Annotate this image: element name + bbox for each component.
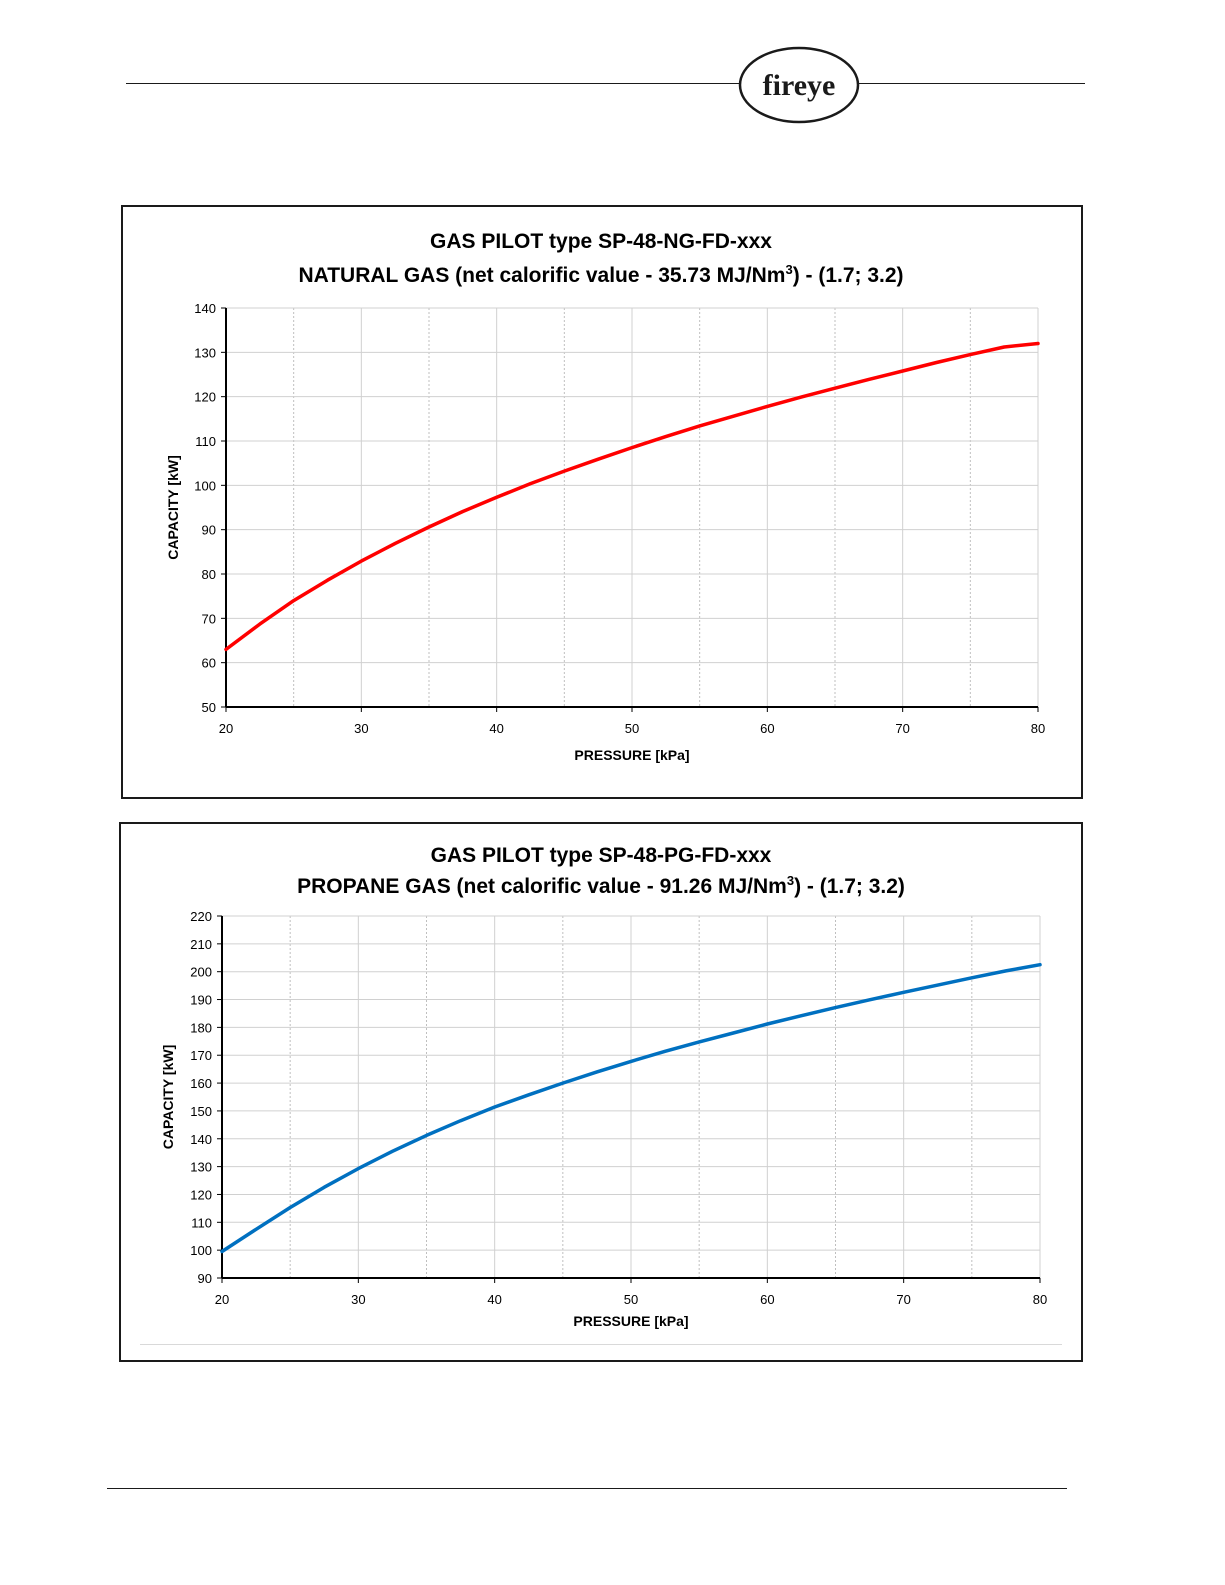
x-tick-label: 60 xyxy=(760,1292,774,1307)
x-axis-label: PRESSURE [kPa] xyxy=(573,1313,688,1329)
chart-title-line2-suffix: ) - (1.7; 3.2) xyxy=(793,264,904,287)
x-tick-label: 40 xyxy=(487,1292,501,1307)
y-tick-label: 100 xyxy=(190,1243,212,1258)
x-axis-label: PRESSURE [kPa] xyxy=(574,747,689,763)
chart-propane-bottom-rule xyxy=(140,1344,1062,1345)
y-tick-label: 160 xyxy=(190,1076,212,1091)
chart-title-line2-suffix: ) - (1.7; 3.2) xyxy=(794,875,905,898)
x-tick-label: 30 xyxy=(354,721,368,736)
y-tick-label: 50 xyxy=(202,700,216,715)
y-tick-label: 140 xyxy=(190,1132,212,1147)
x-tick-label: 60 xyxy=(760,721,774,736)
y-tick-label: 60 xyxy=(202,656,216,671)
fireye-logo: fireye xyxy=(738,46,860,124)
y-axis-label: CAPACITY [kW] xyxy=(160,1045,176,1149)
chart-title-line2: PROPANE GAS (net calorific value - 91.26… xyxy=(297,873,905,898)
y-tick-label: 100 xyxy=(194,478,216,493)
x-tick-label: 80 xyxy=(1031,721,1045,736)
chart-title-line2-superscript: 3 xyxy=(785,262,792,277)
chart-title-line2: NATURAL GAS (net calorific value - 35.73… xyxy=(298,262,903,287)
y-tick-label: 130 xyxy=(190,1160,212,1175)
chart-title-line1: GAS PILOT type SP-48-PG-FD-xxx xyxy=(431,844,772,867)
y-tick-label: 140 xyxy=(194,301,216,316)
plot-area: 90 100 110 120 130 140 150 160 170 180 190 200 210 22… xyxy=(160,909,1047,1329)
y-tick-label: 80 xyxy=(202,567,216,582)
x-tick-label: 50 xyxy=(625,721,639,736)
header-rule-right xyxy=(859,83,1085,84)
x-tick-label: 50 xyxy=(624,1292,638,1307)
y-tick-label: 220 xyxy=(190,909,212,924)
chart-title-line1: GAS PILOT type SP-48-NG-FD-xxx xyxy=(430,230,772,253)
y-tick-label: 210 xyxy=(190,937,212,952)
x-tick-label: 70 xyxy=(896,1292,910,1307)
logo-text: fireye xyxy=(763,69,836,102)
x-tick-label: 40 xyxy=(489,721,503,736)
y-tick-label: 130 xyxy=(194,345,216,360)
chart-title-line2-main: PROPANE GAS (net calorific value - 91.26… xyxy=(297,875,787,898)
y-tick-label: 170 xyxy=(190,1048,212,1063)
chart-propane-gas: GAS PILOT type SP-48-PG-FD-xxx PROPANE G… xyxy=(160,844,1047,1329)
y-tick-label: 150 xyxy=(190,1104,212,1119)
chart-propane-gas-frame xyxy=(119,822,1083,1362)
chart-title-line2-main: NATURAL GAS (net calorific value - 35.73… xyxy=(298,264,785,287)
y-tick-label: 120 xyxy=(194,390,216,405)
x-tick-label: 20 xyxy=(219,721,233,736)
y-axis-label: CAPACITY [kW] xyxy=(165,455,181,559)
y-tick-label: 90 xyxy=(202,523,216,538)
x-tick-label: 80 xyxy=(1033,1292,1047,1307)
y-tick-label: 110 xyxy=(191,1215,212,1230)
plot-area: 50 60 70 80 90 100 110 120 130 140 20 30 40 50 60 70 80 P… xyxy=(165,301,1045,763)
series-line xyxy=(220,962,1042,1254)
chart-natural-gas-frame xyxy=(121,205,1083,799)
x-tick-label: 70 xyxy=(895,721,909,736)
y-tick-label: 70 xyxy=(202,611,216,626)
chart-title-line2-superscript: 3 xyxy=(787,873,794,888)
y-tick-label: 200 xyxy=(190,965,212,980)
y-tick-label: 120 xyxy=(190,1187,212,1202)
y-tick-label: 90 xyxy=(198,1271,212,1286)
y-tick-label: 180 xyxy=(190,1020,212,1035)
y-tick-label: 190 xyxy=(190,993,212,1008)
y-tick-label: 110 xyxy=(195,434,216,449)
x-tick-label: 30 xyxy=(351,1292,365,1307)
x-tick-label: 20 xyxy=(215,1292,229,1307)
chart-natural-gas: GAS PILOT type SP-48-NG-FD-xxx NATURAL G… xyxy=(165,230,1045,763)
footer-rule xyxy=(107,1488,1067,1489)
header-rule-left xyxy=(126,83,742,84)
series-line xyxy=(224,341,1040,652)
